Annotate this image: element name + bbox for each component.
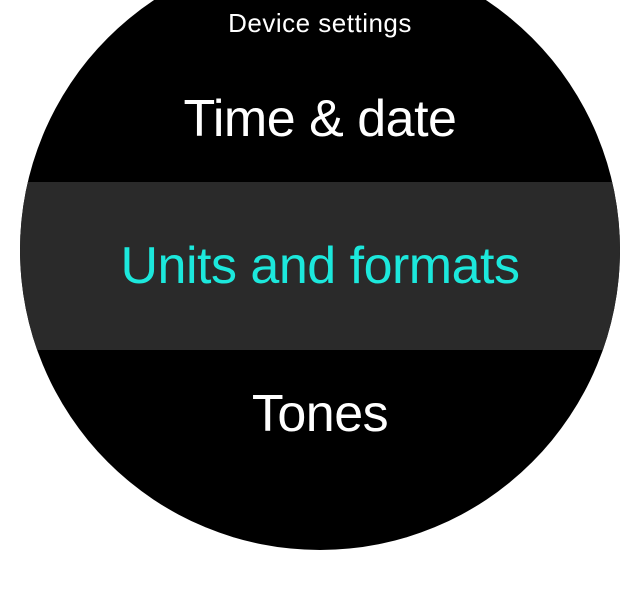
watch-face: Device settings Time & date Units and fo… — [20, 0, 620, 550]
menu-item-tones[interactable]: Tones — [20, 388, 620, 440]
menu-item-units-formats[interactable]: Units and formats — [20, 240, 620, 292]
page-title: Device settings — [20, 8, 620, 39]
menu-item-time-date[interactable]: Time & date — [20, 93, 620, 145]
